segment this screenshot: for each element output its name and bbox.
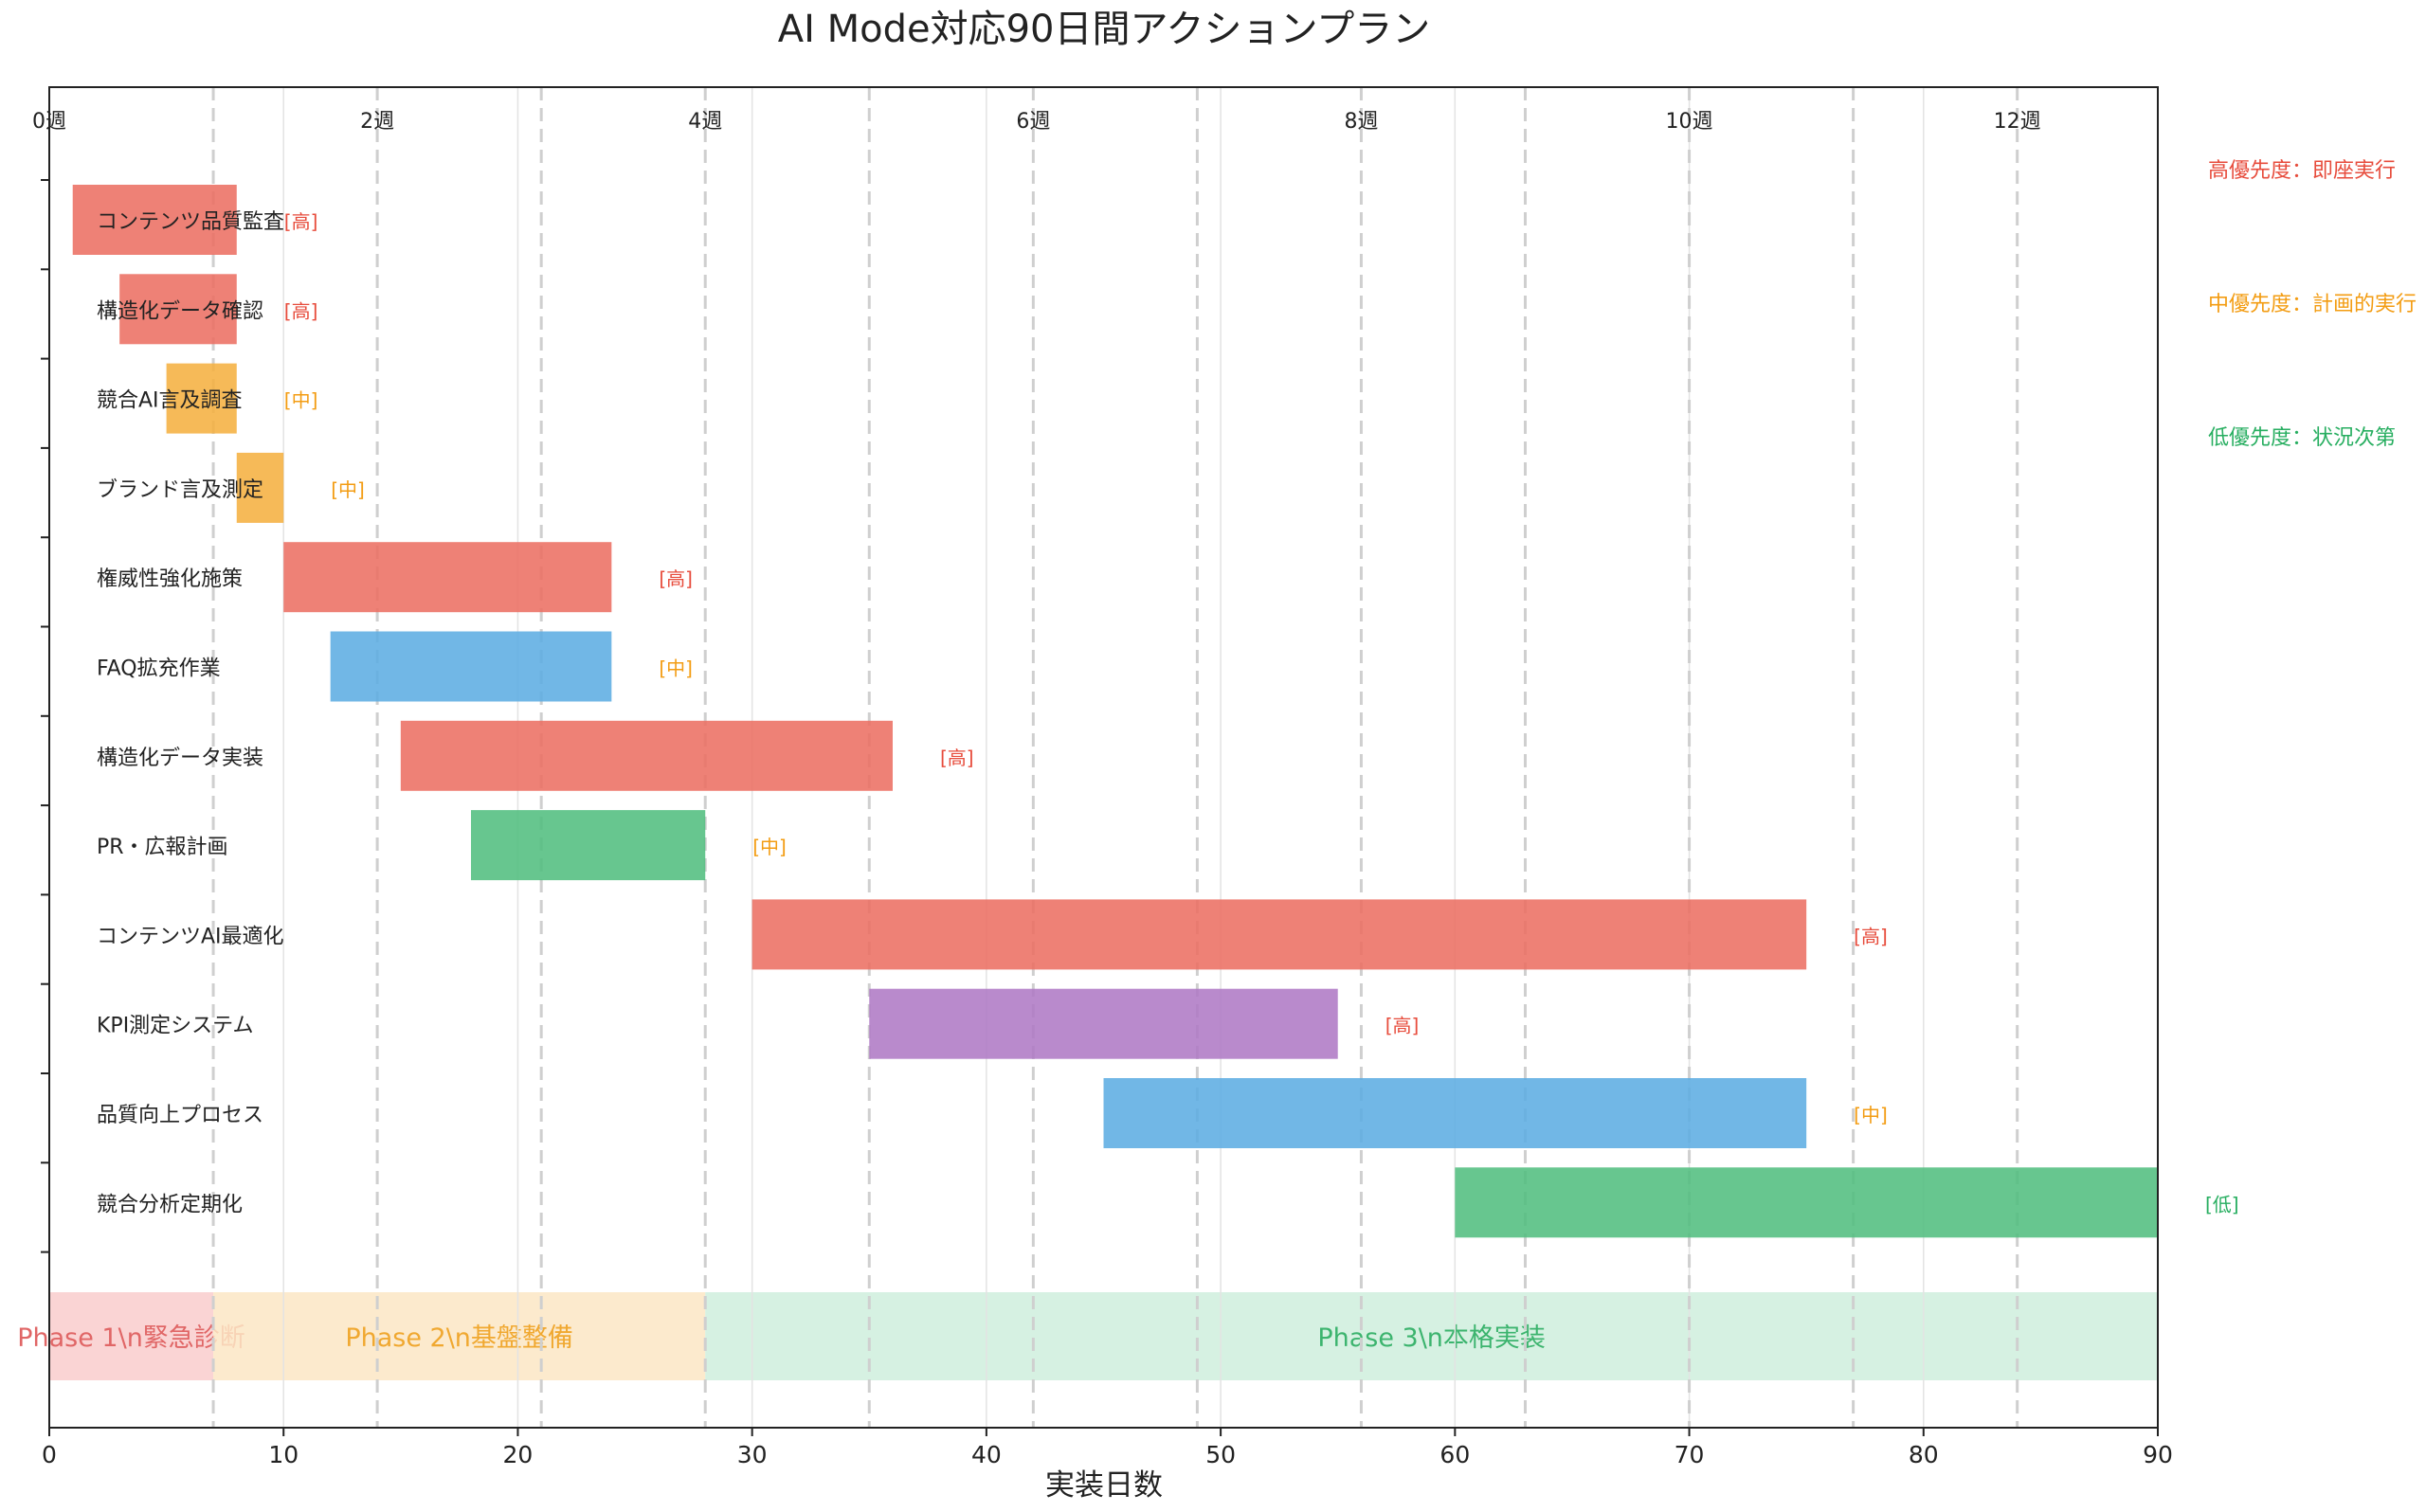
- task-label: 権威性強化施策: [97, 567, 243, 591]
- phase-band: [213, 1292, 706, 1380]
- task-bar: [1455, 1167, 2158, 1238]
- x-tick-label: 70: [1675, 1441, 1705, 1468]
- task-label: 構造化データ実装: [97, 747, 263, 770]
- chart-title: AI Mode対応90日間アクションプラン: [778, 8, 1431, 51]
- task-bar: [72, 185, 237, 255]
- priority-label: [高]: [284, 210, 318, 233]
- x-tick-label: 40: [971, 1441, 1002, 1468]
- task-bar: [330, 631, 612, 702]
- priority-label: [中]: [331, 478, 365, 501]
- x-tick-label: 60: [1439, 1441, 1470, 1468]
- priority-label: [中]: [1854, 1104, 1888, 1126]
- task-bar: [869, 988, 1338, 1059]
- phase-label: Phase 1\n緊急診断: [17, 1323, 245, 1353]
- priority-label: [中]: [752, 836, 787, 858]
- priority-label: [中]: [659, 657, 693, 680]
- task-label: コンテンツ品質監査: [97, 210, 284, 234]
- x-tick-label: 80: [1909, 1441, 1939, 1468]
- task-label: 構造化データ確認: [97, 299, 263, 323]
- priority-label: [高]: [940, 747, 974, 769]
- week-tick-label: 0週: [32, 110, 66, 134]
- x-tick-label: 20: [503, 1441, 534, 1468]
- priority-label: [高]: [284, 299, 318, 322]
- plot-frame: [48, 86, 2159, 1429]
- task-label: 品質向上プロセス: [97, 1104, 263, 1127]
- task-bar: [236, 452, 284, 523]
- task-label: KPI測定システム: [97, 1015, 254, 1038]
- x-axis-label: 実装日数: [1045, 1468, 1163, 1503]
- week-tick-label: 12週: [1994, 110, 2041, 134]
- x-tick-label: 30: [737, 1441, 768, 1468]
- phase-label: Phase 3\n本格実装: [1317, 1323, 1546, 1353]
- priority-label: [高]: [659, 567, 693, 590]
- week-tick-label: 6週: [1016, 110, 1050, 134]
- task-label: ブランド言及測定: [97, 478, 263, 502]
- task-bar: [751, 899, 1807, 970]
- priority-label: [低]: [2205, 1193, 2239, 1215]
- task-label: 競合AI言及調査: [97, 389, 243, 413]
- week-tick-label: 10週: [1666, 110, 1713, 134]
- task-bar: [1103, 1078, 1807, 1148]
- phase-band: [49, 1292, 214, 1380]
- priority-label: [高]: [1854, 925, 1888, 947]
- task-bar: [166, 363, 237, 434]
- task-label: PR・広報計画: [97, 836, 228, 859]
- priority-label: [中]: [284, 389, 318, 412]
- task-label: コンテンツAI最適化: [97, 925, 284, 948]
- task-label: 競合分析定期化: [97, 1193, 243, 1216]
- task-bar: [119, 274, 237, 345]
- week-tick-label: 2週: [360, 110, 394, 134]
- legend-entry: 中優先度：計画的実行: [2208, 293, 2417, 316]
- x-tick-label: 10: [268, 1441, 299, 1468]
- legend-entry: 高優先度：即座実行: [2208, 159, 2396, 183]
- week-tick-label: 8週: [1344, 110, 1378, 134]
- phase-label: Phase 2\n基盤整備: [345, 1323, 573, 1353]
- priority-label: [高]: [1385, 1015, 1420, 1037]
- task-label: FAQ拡充作業: [97, 657, 221, 681]
- x-tick-label: 50: [1205, 1441, 1236, 1468]
- task-bar: [471, 810, 706, 881]
- task-bar: [400, 720, 893, 791]
- week-tick-label: 4週: [688, 110, 722, 134]
- phase-band: [705, 1292, 2159, 1380]
- x-tick-label: 90: [2143, 1441, 2173, 1468]
- task-bar: [283, 542, 612, 613]
- legend-entry: 低優先度：状況次第: [2208, 426, 2396, 450]
- x-tick-label: 0: [42, 1441, 57, 1468]
